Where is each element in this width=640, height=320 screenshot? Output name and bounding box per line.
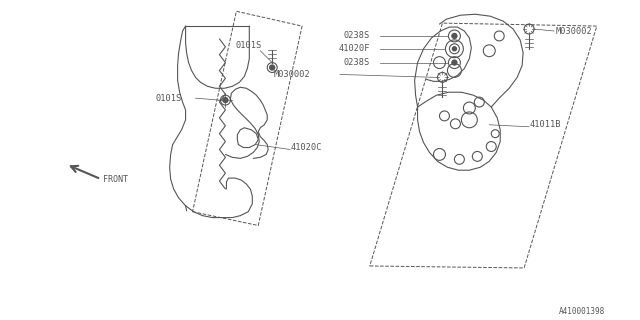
Text: M030002: M030002 [273, 70, 310, 79]
Text: 0101S: 0101S [236, 41, 262, 50]
Circle shape [452, 47, 456, 51]
Text: A410001398: A410001398 [559, 308, 605, 316]
Text: 0101S: 0101S [156, 94, 182, 103]
Circle shape [269, 65, 275, 70]
Circle shape [452, 60, 457, 65]
Text: 0238S: 0238S [344, 31, 370, 40]
Text: FRONT: FRONT [103, 175, 128, 184]
Text: 41011B: 41011B [529, 120, 561, 129]
Text: 41020F: 41020F [339, 44, 370, 53]
Circle shape [452, 34, 457, 38]
Circle shape [223, 98, 228, 103]
Text: 41020C: 41020C [290, 143, 322, 152]
Text: M030002: M030002 [556, 27, 593, 36]
Text: 0238S: 0238S [344, 58, 370, 67]
